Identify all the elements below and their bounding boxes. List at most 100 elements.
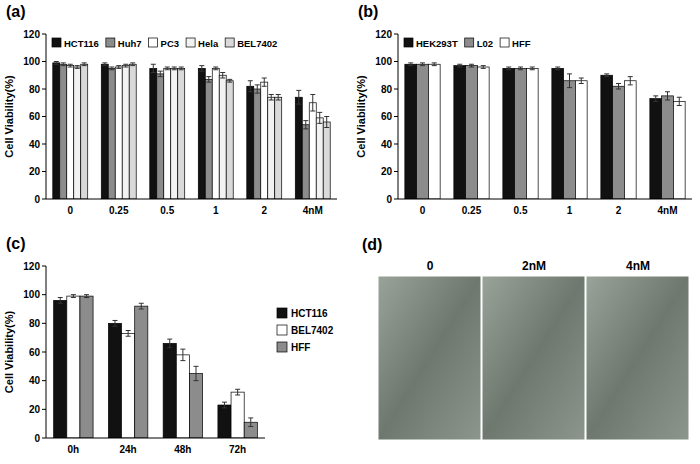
error-bar <box>567 74 572 88</box>
error-bar <box>269 95 274 101</box>
bar <box>417 64 429 199</box>
bar <box>212 68 219 199</box>
error-bar <box>84 295 89 298</box>
error-cap <box>530 69 535 70</box>
error-cap <box>481 68 486 69</box>
error-cap <box>109 67 114 68</box>
legend-label: PC3 <box>161 38 179 49</box>
x-tick-label: 2 <box>261 205 267 216</box>
error-bar <box>518 67 523 70</box>
bar <box>67 296 80 438</box>
bar <box>122 66 129 199</box>
error-cap <box>506 69 511 70</box>
error-bar <box>469 64 474 67</box>
chart-panel: (a)Cell Viability(%)02040608010012000.25… <box>3 3 337 216</box>
error-cap <box>71 297 76 298</box>
error-cap <box>116 65 121 66</box>
error-line <box>581 78 582 84</box>
bar <box>601 75 613 199</box>
error-line <box>264 78 265 86</box>
error-line <box>250 81 251 92</box>
bar <box>316 118 323 199</box>
error-line <box>667 92 668 100</box>
error-bar <box>151 64 156 72</box>
error-bar <box>262 78 267 86</box>
bar <box>295 97 302 199</box>
error-line <box>257 85 258 93</box>
error-bar <box>68 64 73 67</box>
legend-swatch <box>465 38 474 47</box>
error-bar <box>653 96 658 102</box>
bar <box>650 99 662 199</box>
legend-swatch <box>106 38 115 47</box>
legend-label: L02 <box>477 38 493 49</box>
error-cap <box>235 395 240 396</box>
y-tick-label: 0 <box>34 194 40 205</box>
bar <box>122 333 135 438</box>
error-cap <box>262 86 267 87</box>
y-tick <box>394 116 398 117</box>
error-bar <box>616 84 621 90</box>
error-cap <box>469 67 474 68</box>
error-cap <box>555 67 560 68</box>
y-tick-label: 80 <box>29 84 41 95</box>
error-cap <box>123 64 128 65</box>
error-cap <box>665 91 670 92</box>
legend-label: HFF <box>291 342 310 353</box>
error-cap <box>75 65 80 66</box>
error-cap <box>324 127 329 128</box>
y-tick <box>42 171 46 172</box>
bar <box>108 68 115 199</box>
error-cap <box>112 320 117 321</box>
bar <box>150 68 157 199</box>
bar <box>268 97 275 199</box>
legend-swatch <box>149 38 158 47</box>
bar <box>503 68 515 199</box>
error-bar <box>199 66 204 72</box>
error-cap <box>235 389 240 390</box>
error-bar <box>255 85 260 93</box>
bar <box>564 81 576 199</box>
error-bar <box>317 112 322 123</box>
error-cap <box>469 64 474 65</box>
bar <box>673 101 685 199</box>
y-tick <box>394 144 398 145</box>
error-bar <box>61 63 66 66</box>
error-line <box>326 117 327 128</box>
bar <box>247 86 254 199</box>
error-bar <box>75 66 80 69</box>
error-line <box>618 84 619 90</box>
error-bar <box>296 90 301 104</box>
error-cap <box>269 100 274 101</box>
error-line <box>208 77 209 83</box>
bar <box>115 67 122 199</box>
error-cap <box>199 71 204 72</box>
micrograph <box>482 276 585 440</box>
error-bar <box>116 66 121 69</box>
legend-swatch <box>52 38 61 47</box>
x-axis <box>46 199 337 200</box>
bar <box>261 82 268 199</box>
x-tick-label: 0.25 <box>109 205 129 216</box>
micrograph <box>586 276 689 440</box>
y-tick-label: 80 <box>29 318 41 329</box>
y-axis-label: Cell Viability(%) <box>355 75 367 158</box>
bar <box>164 68 171 199</box>
bar <box>163 343 176 438</box>
y-tick-label: 40 <box>381 139 393 150</box>
error-line <box>305 121 306 129</box>
error-bar <box>71 295 76 298</box>
error-cap <box>303 120 308 121</box>
error-cap <box>206 82 211 83</box>
bar <box>309 103 316 199</box>
error-line <box>312 95 313 112</box>
error-cap <box>172 67 177 68</box>
y-tick <box>42 116 46 117</box>
error-bar <box>324 117 329 128</box>
y-tick-label: 0 <box>386 194 392 205</box>
error-line <box>569 74 570 88</box>
y-tick <box>394 34 398 35</box>
error-cap <box>262 78 267 79</box>
error-cap <box>126 330 131 331</box>
error-cap <box>102 65 107 66</box>
